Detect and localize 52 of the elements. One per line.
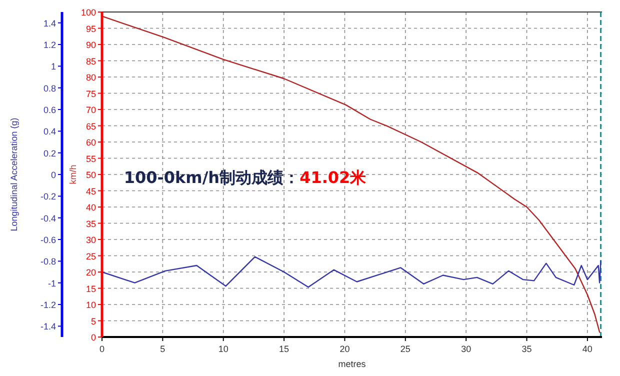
x-tick-label: 30 (461, 344, 472, 354)
y2-tick-label: -0.8 (40, 256, 56, 267)
line-series (101, 256, 602, 288)
y-tick-label: 75 (86, 88, 96, 99)
y-tick-label: 20 (86, 268, 96, 278)
x-tick-label: 35 (522, 344, 532, 354)
x-tick-label: 15 (279, 344, 290, 354)
y2-tick-label: 0 (50, 170, 56, 180)
x-axis-title: metres (338, 359, 366, 369)
x-tick-label: 40 (582, 344, 592, 354)
y-tick-label: 30 (86, 235, 96, 245)
y-tick-label: 40 (86, 202, 96, 212)
annotation: 41.02米 (300, 168, 368, 188)
y-tick-label: 95 (86, 24, 96, 34)
y-tick-label: 45 (86, 186, 96, 196)
y-tick-label: 5 (90, 316, 96, 326)
y-tick-label: 35 (86, 218, 96, 229)
y2-tick-label: -1.4 (40, 322, 56, 332)
y2-tick-label: 1.4 (43, 18, 56, 28)
y2-tick-label: -1.2 (40, 300, 56, 310)
y2-tick-label: 0.4 (43, 126, 56, 137)
y-tick-label: 55 (86, 154, 96, 164)
y-tick-label: 70 (86, 105, 96, 115)
x-tick-label: 0 (99, 344, 105, 354)
y-tick-label: 15 (86, 284, 96, 294)
y2-tick-label: 0.6 (43, 105, 56, 115)
y-tick-label: 85 (86, 56, 96, 66)
y-tick-label: 90 (86, 40, 96, 50)
y-tick-label: 80 (86, 72, 96, 82)
x-tick-label: 20 (340, 344, 350, 354)
y2-tick-label: 1.2 (43, 40, 56, 50)
y2-tick-label: -0.6 (40, 235, 56, 245)
y-tick-label: 50 (86, 170, 96, 180)
x-tick-label: 10 (218, 344, 228, 354)
y2-tick-label: 0.2 (43, 148, 56, 158)
y-tick-label: 25 (86, 251, 96, 262)
y-axis-title: km/h (68, 164, 78, 184)
y2-tick-label: 1 (50, 62, 56, 72)
y2-tick-label: -0.2 (40, 192, 56, 202)
y-tick-label: 0 (90, 332, 96, 342)
y-tick-label: 10 (86, 300, 96, 310)
x-tick-label: 25 (400, 344, 410, 354)
y-tick-label: 100 (80, 8, 96, 18)
line-series (101, 16, 600, 333)
y-tick-label: 65 (86, 121, 96, 132)
annotation: 100-0km/h制动成绩： (124, 168, 300, 188)
y2-tick-label: -1 (48, 278, 56, 288)
x-tick-label: 5 (160, 344, 166, 354)
y-tick-label: 60 (86, 138, 96, 148)
y2-axis-title: Longitudinal Acceleration (g) (9, 118, 19, 232)
y2-tick-label: -0.4 (40, 213, 56, 224)
y2-tick-label: 0.8 (43, 83, 56, 94)
